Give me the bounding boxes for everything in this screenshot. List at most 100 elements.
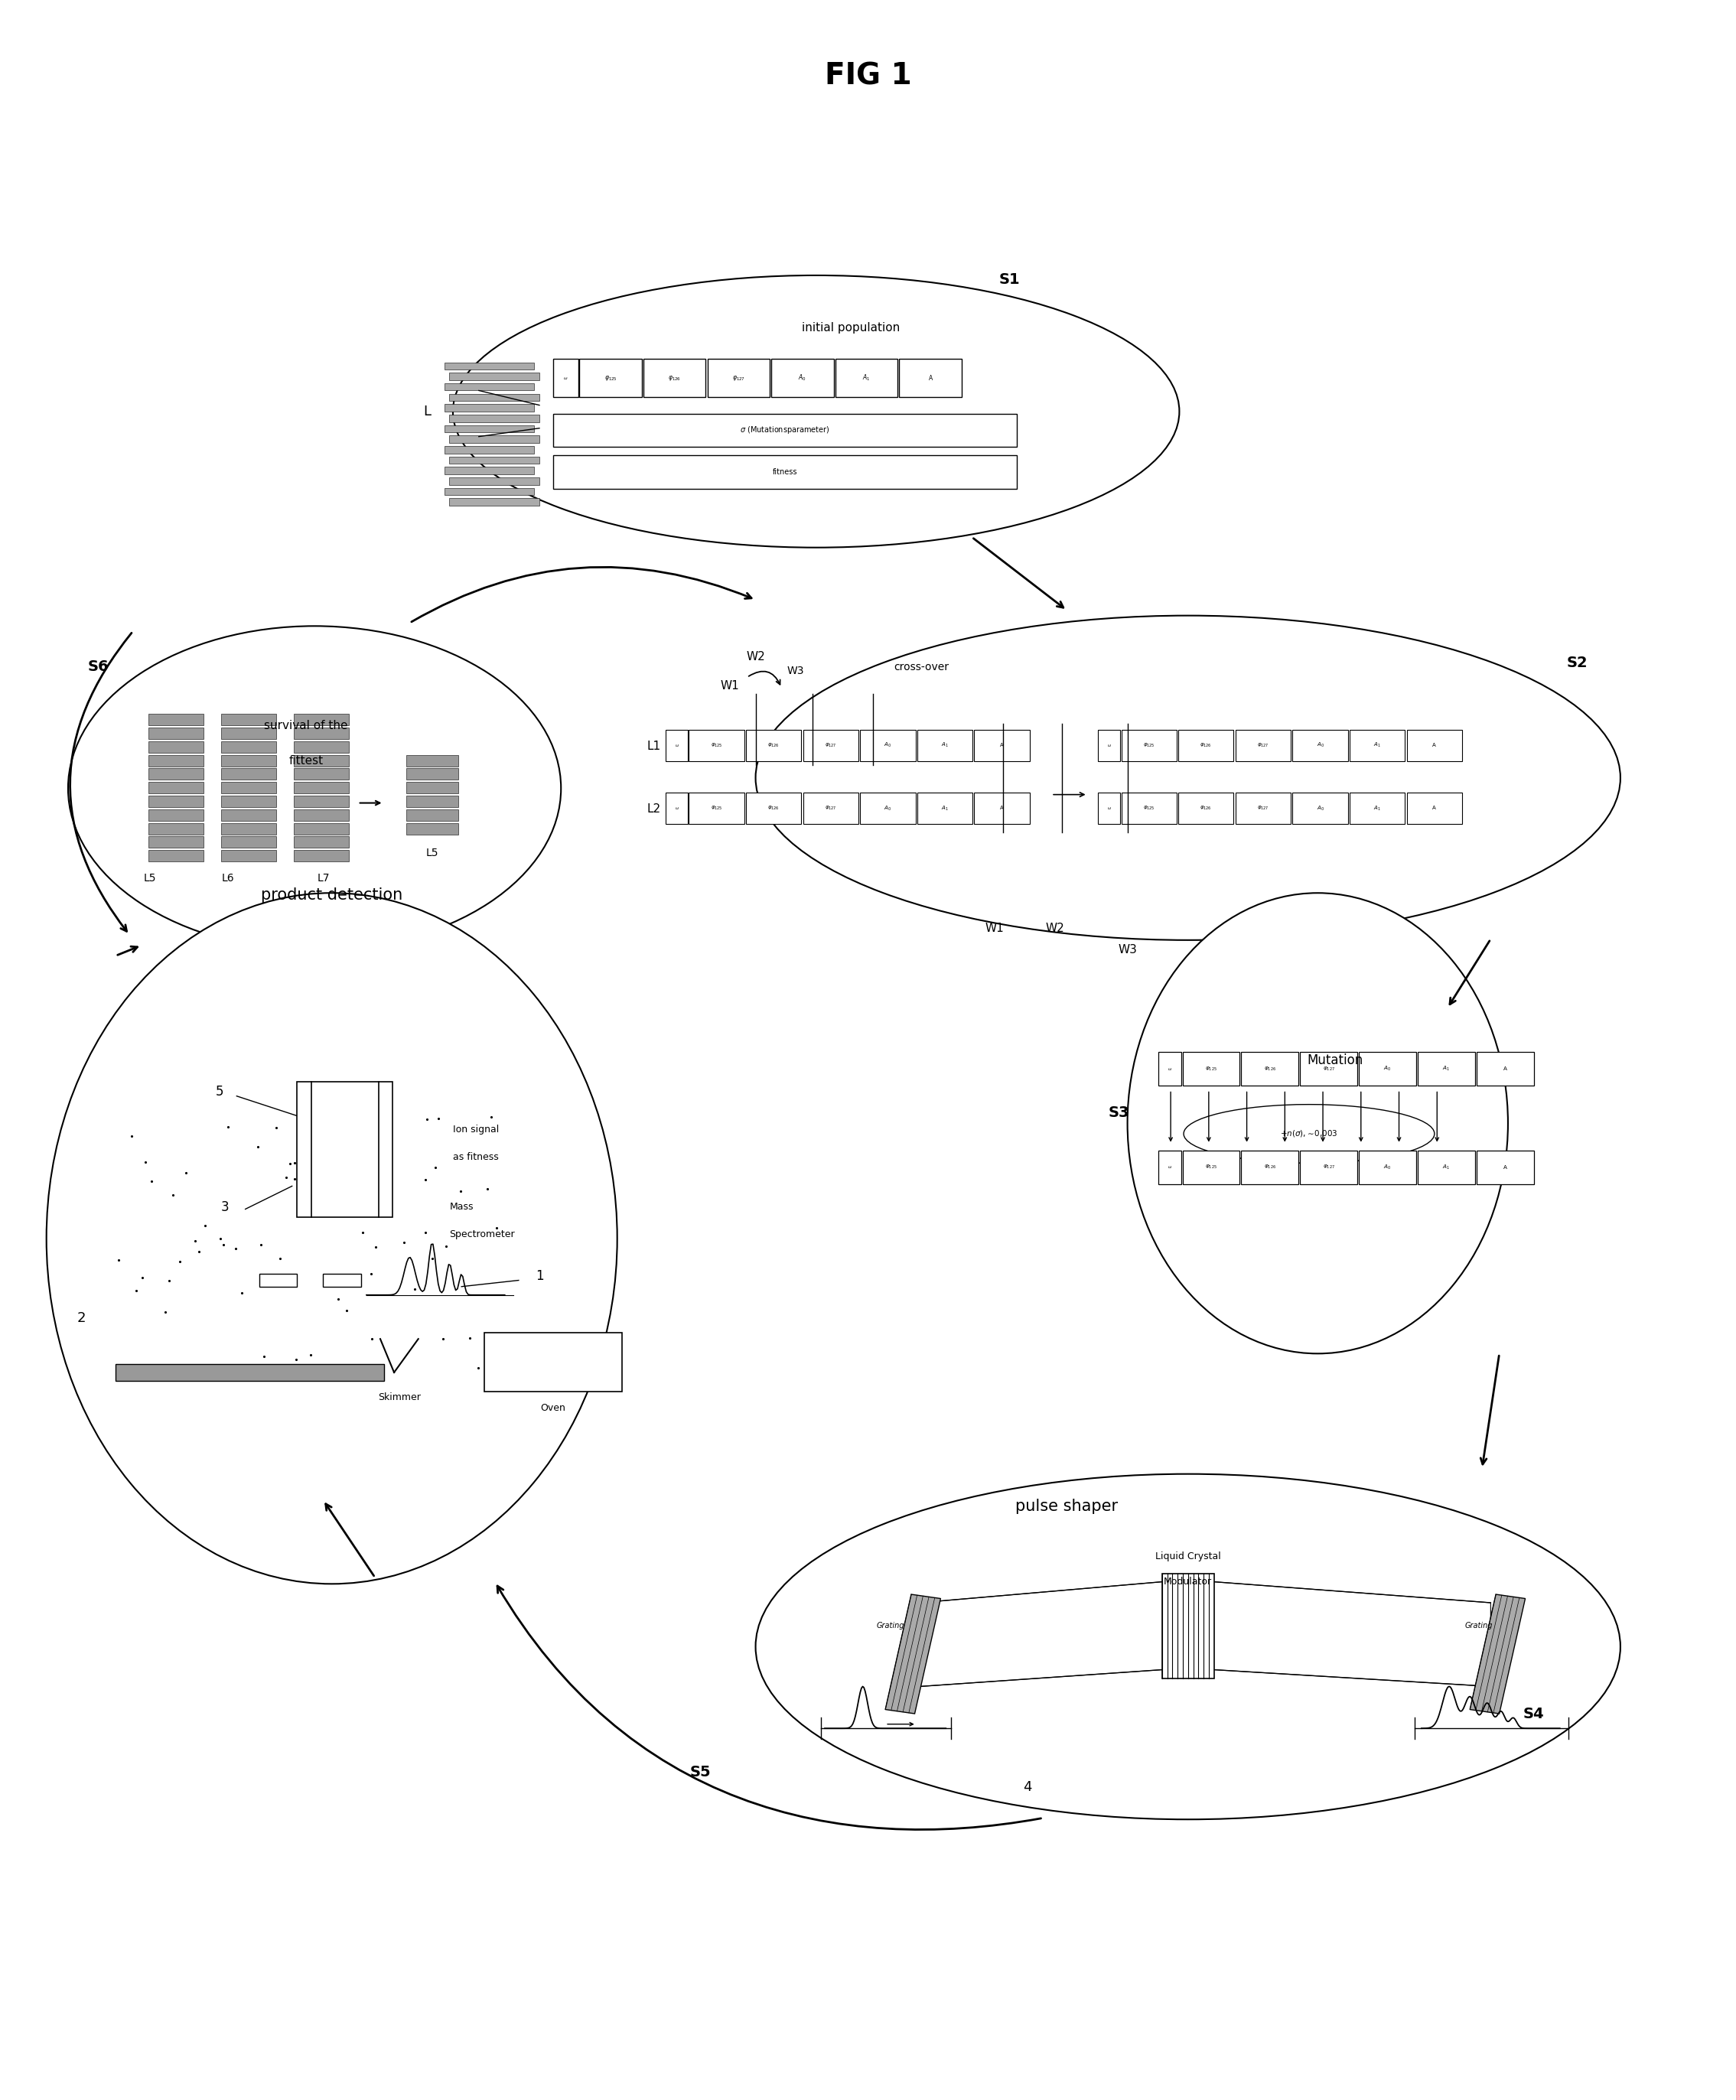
Text: $\varphi_{125}$: $\varphi_{125}$ bbox=[710, 741, 722, 750]
Bar bbox=[1179, 792, 1234, 823]
Bar bbox=[1406, 729, 1462, 760]
Bar bbox=[149, 808, 203, 821]
Bar bbox=[644, 359, 705, 397]
Bar bbox=[771, 359, 833, 397]
Bar bbox=[220, 714, 276, 724]
Bar bbox=[1099, 792, 1120, 823]
Text: Liquid Crystal: Liquid Crystal bbox=[1154, 1552, 1220, 1562]
Bar bbox=[406, 769, 458, 779]
Text: $\varphi_{126}$: $\varphi_{126}$ bbox=[1264, 1163, 1276, 1172]
Bar bbox=[406, 781, 458, 794]
Text: $A_1$: $A_1$ bbox=[1373, 804, 1382, 813]
Text: W1: W1 bbox=[720, 680, 740, 691]
Text: $A_1$: $A_1$ bbox=[1443, 1163, 1450, 1172]
Bar bbox=[444, 403, 535, 412]
Text: $A_1$: $A_1$ bbox=[941, 741, 948, 750]
Text: L5: L5 bbox=[144, 874, 156, 884]
Ellipse shape bbox=[1184, 1105, 1434, 1163]
Text: fitness: fitness bbox=[773, 468, 797, 477]
Bar bbox=[149, 823, 203, 834]
Text: $\omega$: $\omega$ bbox=[1108, 743, 1111, 748]
Bar bbox=[835, 359, 898, 397]
Text: $\omega$: $\omega$ bbox=[1168, 1067, 1172, 1071]
Bar bbox=[917, 792, 972, 823]
Text: A: A bbox=[1503, 1067, 1507, 1071]
Text: $A_0$: $A_0$ bbox=[884, 804, 892, 813]
Polygon shape bbox=[1470, 1594, 1526, 1714]
Circle shape bbox=[47, 892, 618, 1583]
Text: $A_0$: $A_0$ bbox=[1316, 804, 1325, 813]
Text: $\varphi_{127}$: $\varphi_{127}$ bbox=[1323, 1163, 1335, 1172]
Text: W2: W2 bbox=[1045, 922, 1064, 934]
Bar bbox=[444, 487, 535, 496]
Ellipse shape bbox=[453, 275, 1179, 548]
Text: W3: W3 bbox=[1118, 943, 1137, 956]
Text: A: A bbox=[929, 374, 932, 382]
Circle shape bbox=[1127, 892, 1509, 1354]
Bar bbox=[444, 466, 535, 475]
Text: $\omega$: $\omega$ bbox=[562, 376, 568, 380]
Text: $A_0$: $A_0$ bbox=[884, 741, 892, 750]
Text: Ion signal: Ion signal bbox=[453, 1126, 498, 1134]
Bar bbox=[149, 714, 203, 724]
Text: $\omega$: $\omega$ bbox=[675, 743, 679, 748]
Bar bbox=[580, 359, 642, 397]
Text: $\varphi_{127}$: $\varphi_{127}$ bbox=[825, 741, 837, 750]
Bar bbox=[149, 836, 203, 848]
Bar bbox=[293, 727, 349, 739]
Bar bbox=[220, 754, 276, 766]
Bar bbox=[1418, 1052, 1476, 1086]
Text: A: A bbox=[1503, 1166, 1507, 1170]
Bar bbox=[444, 361, 535, 370]
Text: $A_0$: $A_0$ bbox=[1384, 1065, 1392, 1073]
Bar bbox=[149, 769, 203, 779]
Text: 1: 1 bbox=[535, 1268, 543, 1283]
Text: $\sigma$ (Mutationsparameter): $\sigma$ (Mutationsparameter) bbox=[740, 424, 830, 435]
Bar bbox=[220, 851, 276, 861]
Bar bbox=[1418, 1151, 1476, 1184]
Text: initial population: initial population bbox=[802, 321, 899, 334]
Text: A: A bbox=[1432, 806, 1436, 811]
Bar bbox=[974, 792, 1029, 823]
Text: $\varphi_{127}$: $\varphi_{127}$ bbox=[825, 804, 837, 813]
Bar bbox=[1300, 1052, 1358, 1086]
Text: FIG 1: FIG 1 bbox=[825, 61, 911, 90]
Text: W3: W3 bbox=[786, 666, 804, 676]
Bar bbox=[450, 393, 540, 401]
Bar bbox=[220, 727, 276, 739]
Text: S1: S1 bbox=[1000, 273, 1021, 288]
Polygon shape bbox=[885, 1594, 941, 1714]
Bar bbox=[1406, 792, 1462, 823]
Text: L1: L1 bbox=[646, 741, 660, 752]
Bar bbox=[1161, 1573, 1213, 1678]
Bar bbox=[899, 359, 962, 397]
Text: Mass: Mass bbox=[450, 1201, 474, 1212]
Bar bbox=[554, 359, 578, 397]
Bar bbox=[1359, 1151, 1417, 1184]
Text: $\omega$: $\omega$ bbox=[675, 806, 679, 811]
Bar bbox=[220, 808, 276, 821]
Bar bbox=[220, 781, 276, 794]
Text: $\varphi_{127}$: $\varphi_{127}$ bbox=[733, 374, 745, 382]
Bar bbox=[450, 456, 540, 464]
Text: Mutation: Mutation bbox=[1307, 1054, 1363, 1067]
Text: $\varphi_{125}$: $\varphi_{125}$ bbox=[1142, 741, 1154, 750]
Text: $\varphi_{126}$: $\varphi_{126}$ bbox=[668, 374, 681, 382]
Bar bbox=[293, 754, 349, 766]
Bar bbox=[149, 796, 203, 806]
Bar bbox=[665, 792, 687, 823]
Bar bbox=[1182, 1151, 1240, 1184]
Text: S3: S3 bbox=[1108, 1105, 1130, 1119]
Text: A: A bbox=[1000, 743, 1003, 748]
Ellipse shape bbox=[755, 1474, 1620, 1819]
Text: S2: S2 bbox=[1566, 655, 1588, 670]
Text: $\varphi_{127}$: $\varphi_{127}$ bbox=[1257, 741, 1269, 750]
Text: S5: S5 bbox=[689, 1764, 710, 1779]
Bar bbox=[116, 1365, 384, 1382]
Bar bbox=[1236, 792, 1292, 823]
Bar bbox=[1121, 729, 1177, 760]
Text: L5: L5 bbox=[425, 848, 439, 859]
FancyArrowPatch shape bbox=[496, 1585, 1042, 1829]
Bar bbox=[746, 792, 802, 823]
Bar bbox=[1241, 1151, 1299, 1184]
